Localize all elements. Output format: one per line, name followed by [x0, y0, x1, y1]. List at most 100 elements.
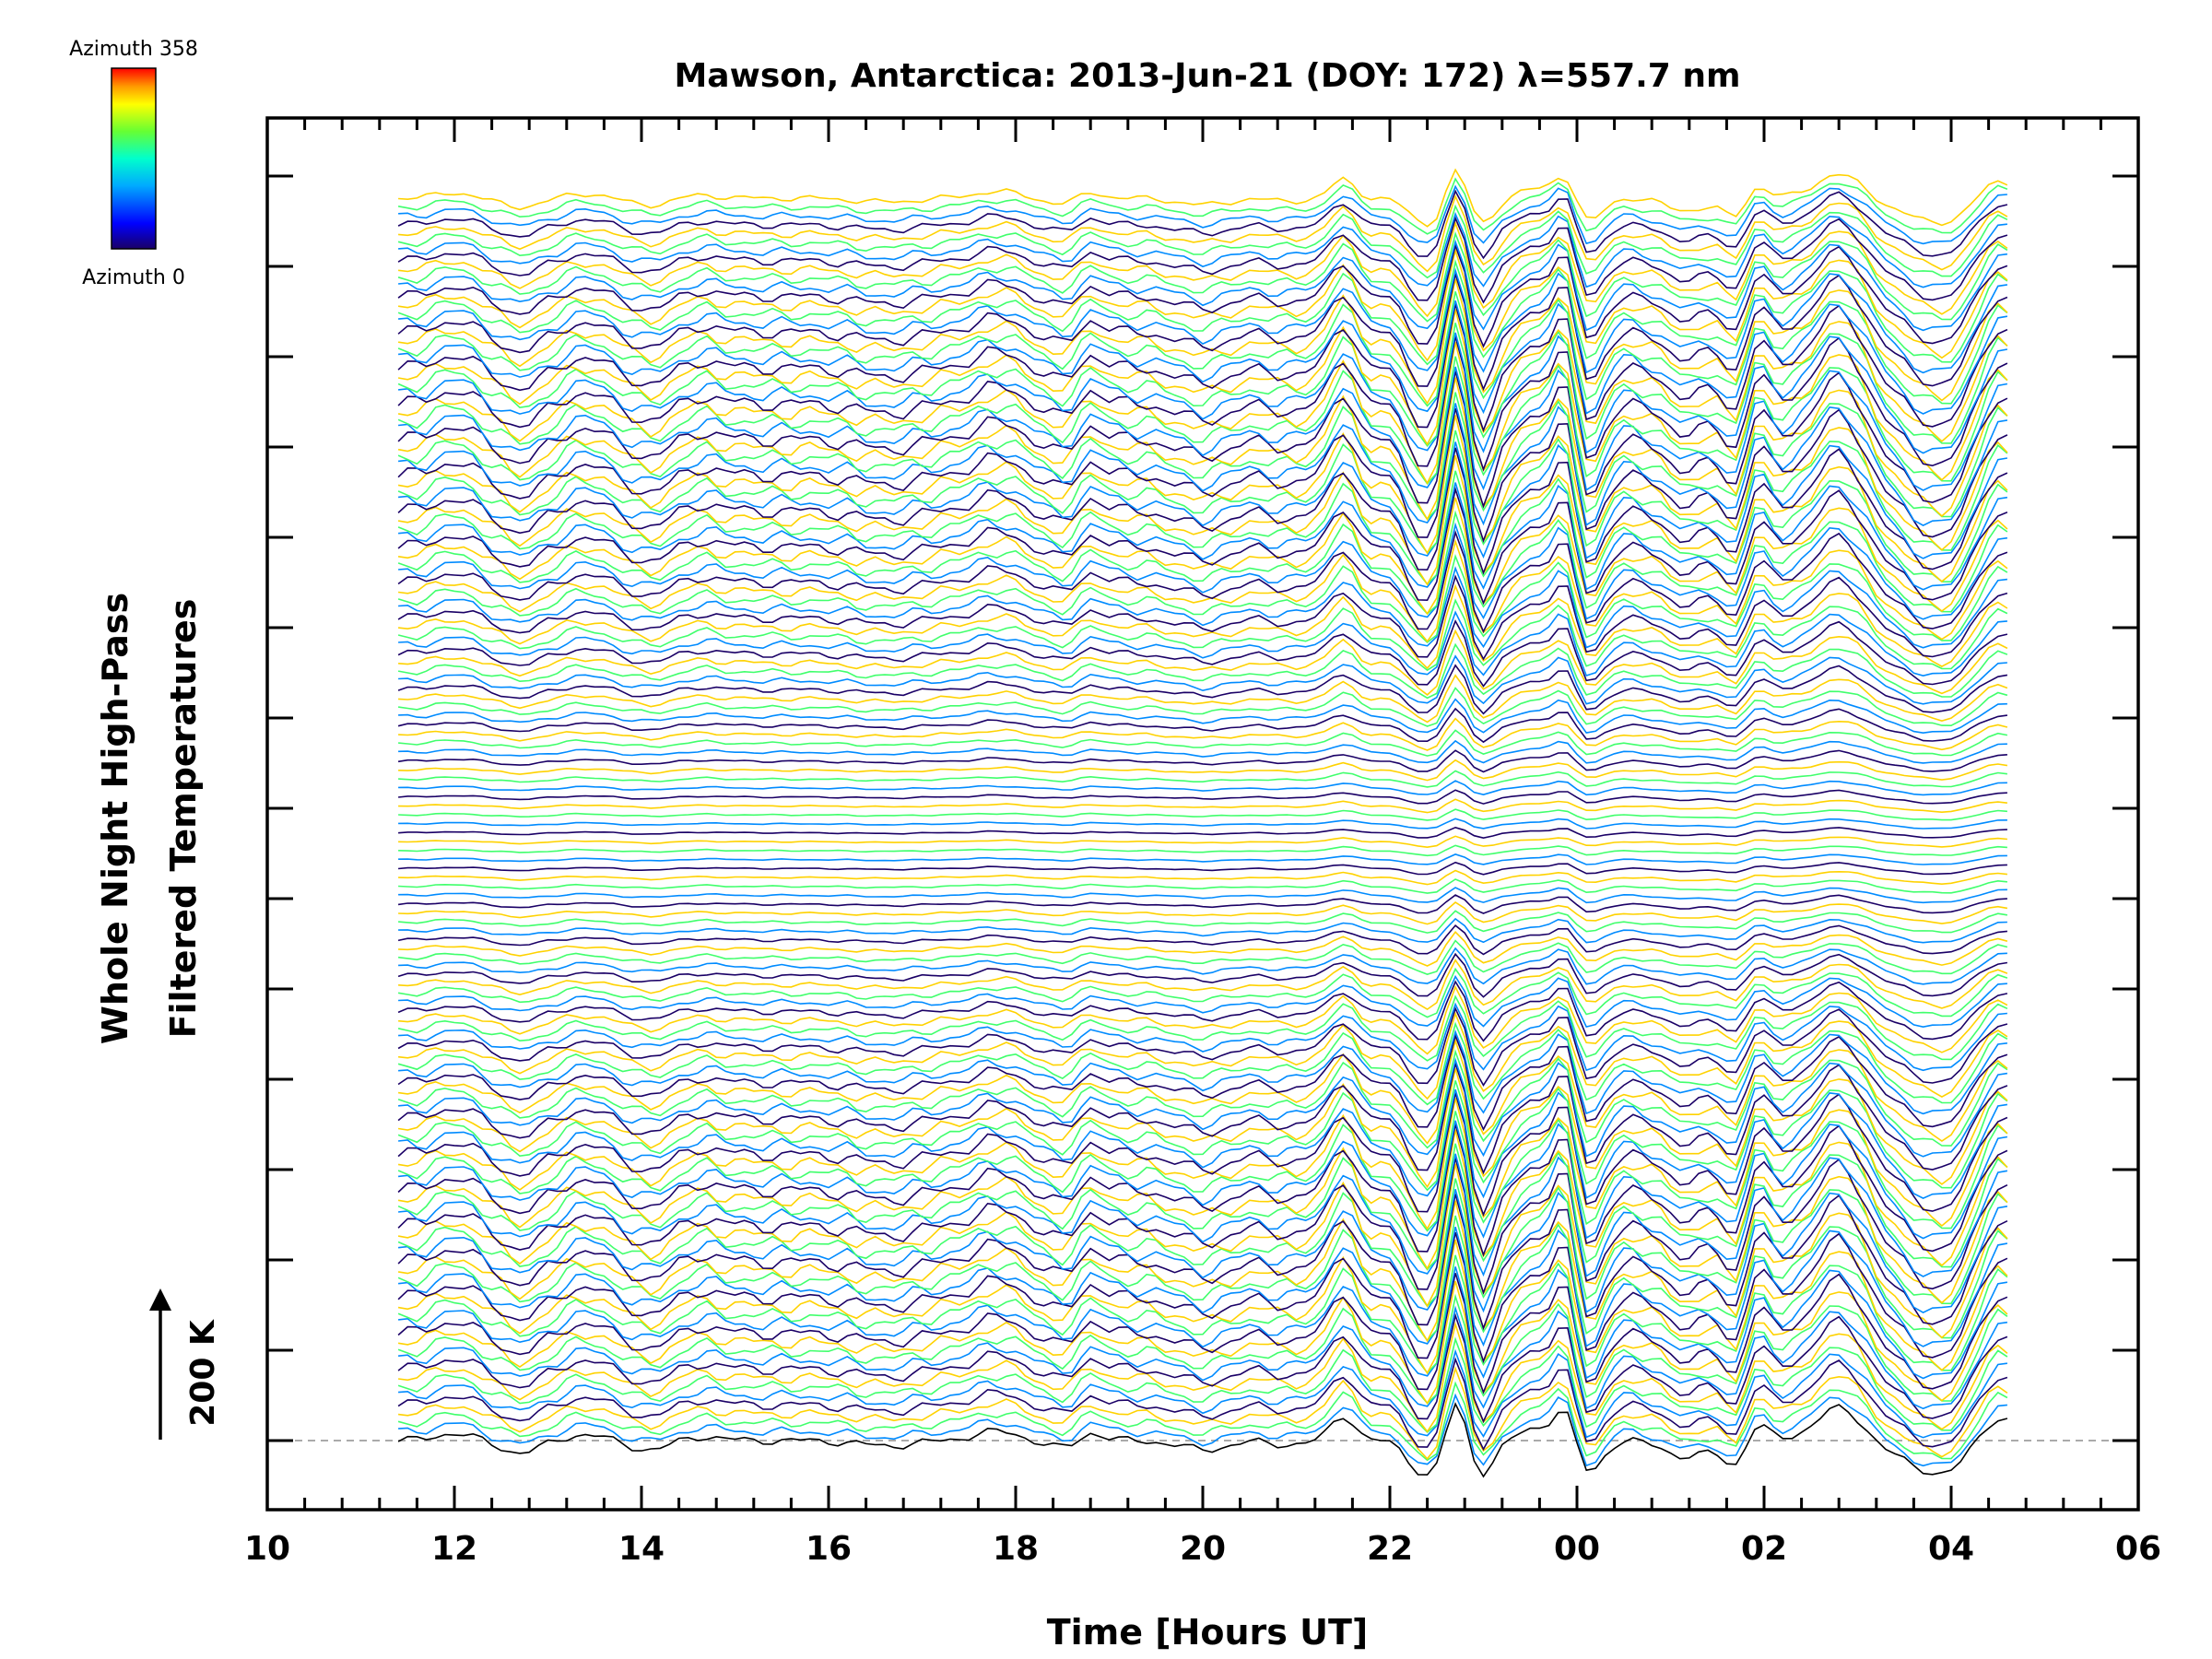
series-line — [398, 482, 2008, 591]
series-line — [397, 1402, 2008, 1478]
scale-bar: 200 K — [149, 1288, 222, 1440]
series-line — [397, 303, 2008, 433]
series-line — [397, 336, 2008, 472]
series-line — [398, 818, 2007, 830]
series-line — [398, 583, 2008, 670]
series-line — [398, 1002, 2007, 1072]
series-line — [398, 729, 2008, 757]
x-tick-label: 12 — [431, 1530, 477, 1568]
x-tick-label: 14 — [618, 1530, 665, 1568]
colorbar: Azimuth 358 Azimuth 0 — [69, 38, 198, 289]
chart-title: Mawson, Antarctica: 2013-Jun-21 (DOY: 17… — [674, 57, 1740, 95]
series-line — [398, 853, 2007, 865]
series-line — [397, 342, 2008, 485]
series-line — [398, 698, 2007, 735]
series-line — [398, 789, 2007, 805]
x-tick-label: 10 — [244, 1530, 290, 1568]
series-line — [397, 994, 2008, 1062]
series-line — [398, 984, 2008, 1055]
series-line — [397, 1312, 2008, 1424]
series-line — [398, 887, 2007, 904]
series-line — [397, 894, 2007, 914]
colorbar-bottom-label: Azimuth 0 — [82, 266, 185, 289]
series-line — [398, 939, 2008, 975]
series-line — [398, 835, 2007, 849]
series-line — [398, 844, 2007, 857]
series-line — [397, 1163, 2008, 1308]
series-line — [398, 211, 2007, 288]
series-line — [398, 910, 2008, 934]
series-line — [397, 1068, 2008, 1189]
series-line — [398, 798, 2007, 814]
series-line — [397, 309, 2008, 446]
series-line — [398, 674, 2008, 724]
series-line — [397, 278, 2008, 406]
axis-ticks — [265, 118, 2140, 1510]
series-line — [398, 947, 2007, 985]
series-line — [398, 901, 2008, 925]
series-line — [397, 291, 2008, 407]
series-line — [397, 1061, 2008, 1175]
series-line — [398, 717, 2008, 751]
series-line — [398, 1029, 2007, 1115]
series-line — [398, 1011, 2008, 1100]
series-line — [398, 654, 2007, 705]
series-line — [397, 271, 2008, 392]
series-line — [397, 415, 2008, 555]
series-line — [398, 861, 2007, 876]
series-line — [398, 1057, 2008, 1158]
series-line — [398, 869, 2007, 886]
series-line — [397, 486, 2008, 606]
series-line — [397, 407, 2008, 544]
series-line — [397, 952, 2008, 998]
series-line — [397, 1021, 2008, 1106]
colorbar-top-label: Azimuth 358 — [69, 38, 198, 61]
series-line — [397, 454, 2008, 586]
series-traces — [397, 168, 2008, 1478]
series-line — [397, 1129, 2008, 1271]
series-line — [397, 1357, 2008, 1452]
series-line — [398, 1226, 2008, 1347]
x-tick-label: 22 — [1367, 1530, 1413, 1568]
series-line — [397, 1293, 2008, 1405]
series-line — [398, 739, 2007, 764]
y-axis-label-line1: Whole Night High-Pass — [95, 593, 135, 1044]
series-line — [397, 371, 2008, 509]
series-line — [397, 204, 2008, 279]
series-line — [398, 168, 2008, 228]
series-line — [397, 1080, 2008, 1192]
series-line — [397, 377, 2008, 522]
series-line — [397, 1280, 2008, 1406]
series-line — [397, 1381, 2008, 1462]
x-tick-labels: 10 12 14 16 18 20 22 00 02 04 06 — [244, 1530, 2161, 1568]
series-line — [397, 1111, 2008, 1232]
series-line — [397, 1092, 2008, 1218]
series-line — [398, 300, 2008, 415]
series-line — [398, 1305, 2008, 1410]
series-line — [398, 959, 2008, 1011]
series-line — [398, 1120, 2008, 1240]
series-line — [398, 566, 2007, 649]
series-line — [398, 808, 2007, 821]
series-line — [398, 194, 2008, 273]
series-line — [398, 759, 2008, 782]
x-tick-label: 00 — [1554, 1530, 1600, 1568]
series-line — [398, 184, 2007, 245]
series-line — [397, 1033, 2008, 1132]
series-line — [397, 1124, 2008, 1257]
series-line — [398, 629, 2008, 696]
series-line — [398, 1189, 2008, 1314]
series-line — [398, 1088, 2008, 1199]
series-line — [397, 1231, 2008, 1364]
series-line — [397, 447, 2008, 575]
series-line — [397, 497, 2008, 616]
series-line — [397, 538, 2008, 643]
series-line — [398, 403, 2008, 527]
series-line — [397, 664, 2008, 715]
x-tick-label: 04 — [1928, 1530, 1974, 1568]
series-line — [397, 177, 2008, 235]
series-line — [397, 1158, 2008, 1295]
series-line — [397, 980, 2008, 1042]
scale-bar-label: 200 K — [184, 1319, 222, 1427]
